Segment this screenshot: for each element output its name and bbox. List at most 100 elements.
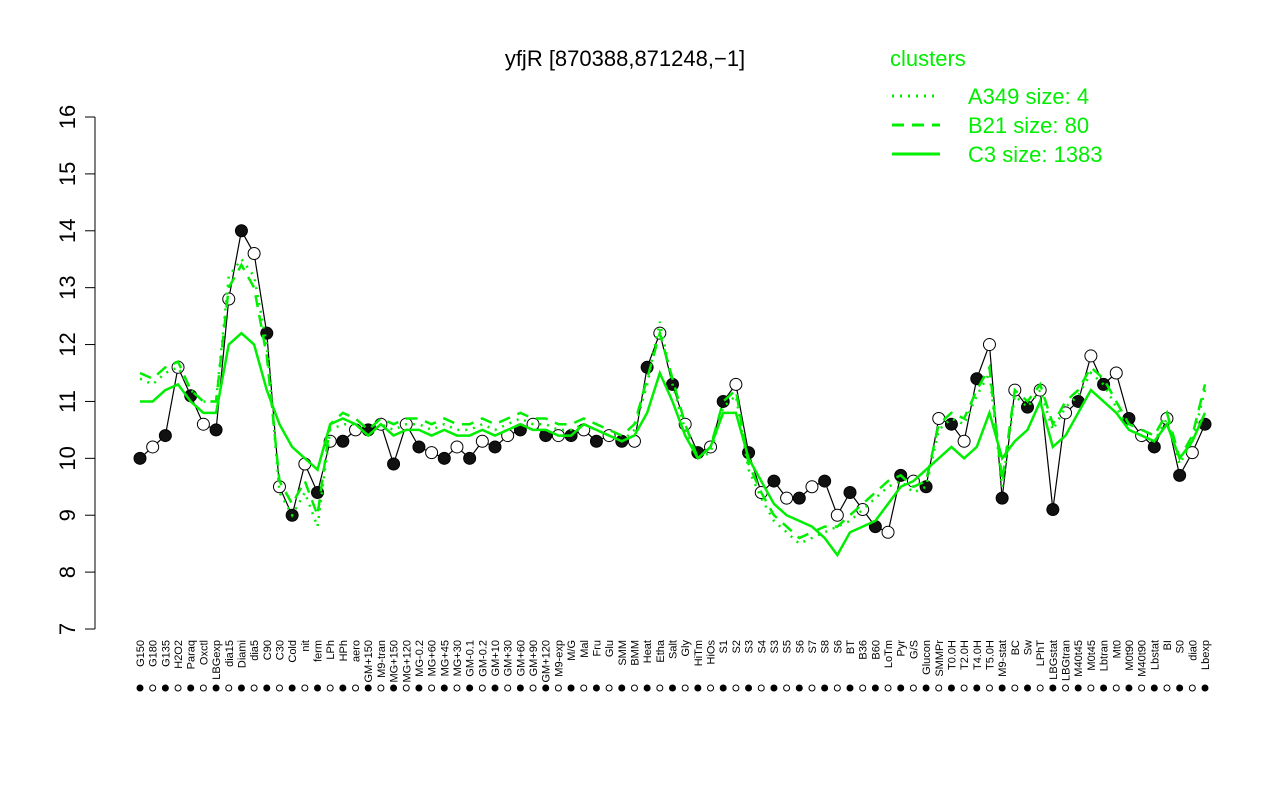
x-dot <box>1074 684 1082 692</box>
x-tick-label: Mt0 <box>1111 640 1123 658</box>
x-tick-label: SMM <box>617 640 629 666</box>
x-dot <box>250 684 258 692</box>
x-dot <box>909 684 917 692</box>
x-tick-label: LPhT <box>1035 640 1047 667</box>
x-dot <box>428 684 436 692</box>
x-dot <box>275 684 283 692</box>
x-dot <box>212 684 220 692</box>
x-tick-label: C30 <box>274 640 286 660</box>
x-dot <box>821 684 829 692</box>
x-tick-label: Lbexp <box>1200 640 1212 670</box>
x-tick-label: G180 <box>148 640 160 667</box>
x-dot <box>960 684 968 692</box>
x-dot <box>770 684 778 692</box>
x-tick-label: MG+30 <box>452 640 464 676</box>
point <box>1084 349 1098 363</box>
x-dot <box>478 684 486 692</box>
x-dot <box>935 684 943 692</box>
y-tick-label: 16 <box>55 105 80 129</box>
x-dot <box>732 684 740 692</box>
x-tick-label: GM+30 <box>503 640 515 676</box>
x-tick-label: G150 <box>135 640 147 667</box>
y-tick-label: 9 <box>55 509 80 521</box>
x-tick-label: BC <box>1010 640 1022 655</box>
x-dot <box>985 684 993 692</box>
point <box>247 247 261 261</box>
x-tick-label: LPh <box>325 640 337 660</box>
point <box>843 485 857 499</box>
x-dot <box>440 684 448 692</box>
x-tick-label: T5.0H <box>984 640 996 670</box>
x-tick-label: Fru <box>591 640 603 657</box>
x-dot <box>884 684 892 692</box>
x-tick-label: M9-tran <box>376 640 388 678</box>
x-dot <box>897 684 905 692</box>
x-dot <box>783 684 791 692</box>
x-dot <box>1138 684 1146 692</box>
point <box>589 434 603 448</box>
point <box>944 417 958 431</box>
x-tick-label: M/G <box>566 640 578 661</box>
point <box>957 434 971 448</box>
x-dot <box>149 684 157 692</box>
x-tick-label: B60 <box>870 640 882 660</box>
x-dot <box>719 684 727 692</box>
x-dot <box>263 684 271 692</box>
x-dot <box>516 684 524 692</box>
legend-label: C3 size: 1383 <box>968 142 1103 167</box>
x-dot <box>795 684 803 692</box>
x-dot <box>1125 684 1133 692</box>
x-tick-label: GM+90 <box>528 640 540 676</box>
x-dot <box>174 684 182 692</box>
point <box>450 440 464 454</box>
x-dot <box>808 684 816 692</box>
x-tick-label: ferm <box>313 640 325 662</box>
x-tick-label: dia5 <box>249 640 261 661</box>
x-tick-label: HPh <box>338 640 350 661</box>
y-tick-label: 8 <box>55 566 80 578</box>
x-tick-label: S1 <box>718 640 730 653</box>
x-dot <box>669 684 676 692</box>
x-dot <box>1201 684 1209 692</box>
x-dot <box>1150 684 1158 692</box>
x-dot <box>1011 684 1019 692</box>
x-tick-label: LoTm <box>883 640 895 668</box>
x-dot <box>567 684 575 692</box>
point <box>767 474 781 488</box>
x-dot <box>871 684 879 692</box>
point <box>437 451 451 465</box>
chart-title: yfjR [870388,871248,−1] <box>505 46 745 71</box>
point <box>1097 377 1111 391</box>
x-tick-label: H2O2 <box>173 640 185 669</box>
x-dot <box>554 684 562 692</box>
x-dot <box>745 684 753 692</box>
y-tick-label: 7 <box>55 623 80 635</box>
x-dot <box>922 684 930 692</box>
x-tick-label: Mal <box>579 640 591 658</box>
point <box>387 457 401 471</box>
point <box>222 292 236 306</box>
x-dot <box>1112 684 1120 692</box>
x-dot <box>326 684 334 692</box>
point <box>856 503 870 517</box>
x-dot <box>947 684 955 692</box>
point <box>133 451 147 465</box>
x-tick-label: Gly <box>680 640 692 657</box>
x-dot <box>453 684 461 692</box>
x-tick-label: M40t45 <box>1073 640 1085 677</box>
x-dot <box>542 684 550 692</box>
x-dot <box>199 684 207 692</box>
x-tick-label: C90 <box>262 640 274 660</box>
x-dot <box>1036 684 1044 692</box>
x-tick-label: aero <box>351 640 363 662</box>
x-tick-label: Glucon <box>921 640 933 675</box>
x-tick-label: MG+150 <box>389 640 401 683</box>
x-tick-label: BMM <box>629 640 641 666</box>
x-tick-label: S4 <box>756 640 768 653</box>
point <box>234 224 248 238</box>
x-tick-label: S3 <box>769 640 781 653</box>
y-tick-label: 11 <box>55 390 80 413</box>
x-tick-label: M40t90 <box>1137 640 1149 677</box>
x-tick-label: BI <box>1162 640 1174 650</box>
x-dot <box>187 684 195 692</box>
